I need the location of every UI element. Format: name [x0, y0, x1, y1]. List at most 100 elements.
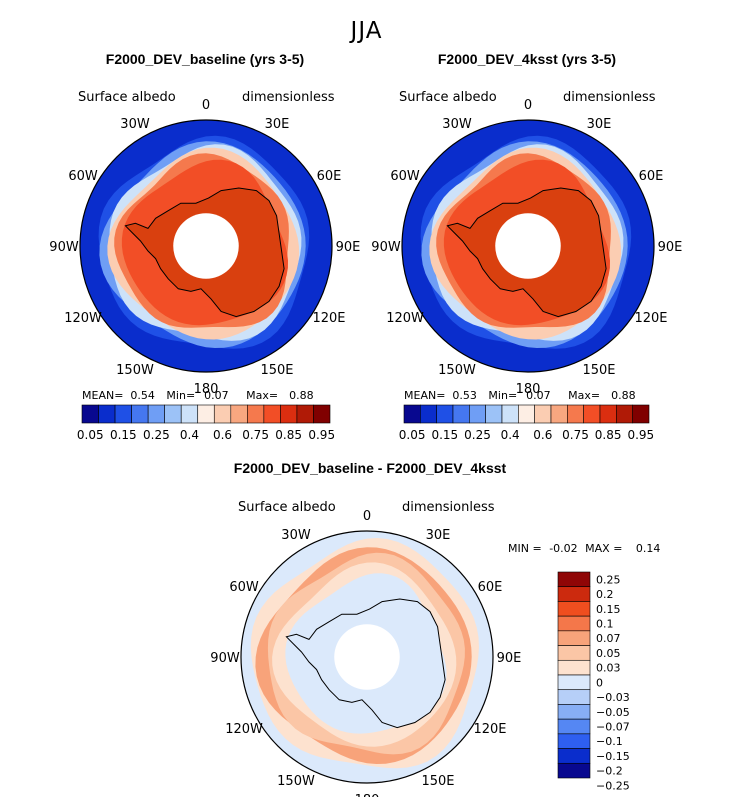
- panel2-colorbar-swatch: [469, 404, 486, 424]
- panel1-lon-label: 150W: [116, 363, 154, 378]
- panel3-lon-label: 90W: [210, 651, 240, 666]
- panel2-colorbar-swatch: [501, 404, 519, 424]
- panel2-lon-label: 30E: [587, 117, 612, 132]
- panel2-title: F2000_DEV_4ksst (yrs 3-5): [437, 51, 617, 67]
- panel1-units-label: dimensionless: [242, 90, 335, 105]
- panel2-mean-label: MEAN=: [404, 389, 446, 402]
- panel3-colorbar-tick-label: −0.15: [596, 750, 630, 763]
- panel3-variable-label: Surface albedo: [238, 500, 336, 515]
- panel1-mean-label: MEAN=: [82, 389, 124, 402]
- panel2-variable-label: Surface albedo: [399, 90, 497, 105]
- panel3-colorbar-swatch: [557, 748, 591, 764]
- panel1-lon-label: 90W: [49, 240, 79, 255]
- panel1-colorbar-swatch: [247, 404, 265, 424]
- panel3-min-label: MIN =: [508, 542, 542, 555]
- panel3-colorbar-tick-label: 0.07: [596, 632, 621, 645]
- panel2-lon-label: 90W: [371, 240, 401, 255]
- panel3-lon-label: 90E: [497, 651, 522, 666]
- panel2-pole-hole: [495, 213, 561, 279]
- panel3-min-value: -0.02: [549, 542, 578, 555]
- panel3-title: F2000_DEV_baseline - F2000_DEV_4ksst: [233, 460, 507, 476]
- panel1-stats: MEAN= 0.54 Min= 0.07 Max= 0.88: [82, 389, 314, 402]
- panel3-colorbar-swatch: [557, 630, 591, 646]
- panel3-colorbar-tick-label: −0.05: [596, 706, 630, 719]
- panel1-lon-label: 150E: [260, 363, 293, 378]
- panel3-colorbar-tick-label: 0.1: [596, 618, 614, 631]
- panel2-lon-label: 60E: [639, 169, 664, 184]
- figure-suptitle: JJA: [350, 18, 383, 44]
- panel1-field: [80, 120, 332, 372]
- panel3-colorbar-swatch: [557, 601, 591, 617]
- panel1-lon-label: 60W: [68, 169, 98, 184]
- panel2-colorbar-swatch: [403, 404, 421, 424]
- panel1-colorbar-tick-label: 0.75: [242, 428, 269, 442]
- panel3-colorbar-tick-label: 0: [596, 676, 603, 689]
- panel3-lon-label: 30W: [281, 528, 311, 543]
- panel1-lon-label: 90E: [336, 240, 361, 255]
- panel2-mean-value: 0.53: [452, 389, 477, 402]
- panel3-colorbar-swatch: [557, 674, 591, 691]
- panel1-min-label: Min=: [166, 389, 196, 402]
- panel2-max-value: 0.88: [611, 389, 636, 402]
- panel1-colorbar-swatch: [147, 404, 165, 424]
- panel3-colorbar-swatch: [557, 645, 591, 661]
- panel2-lon-label: 0: [524, 98, 532, 113]
- panel2-colorbar-swatch: [420, 404, 437, 424]
- panel3-colorbar-tick-label: 0.05: [596, 647, 621, 660]
- panel3-lon-label: 60W: [229, 580, 259, 595]
- panel1-frame: [79, 119, 333, 373]
- panel1-lon-label: 180: [194, 382, 219, 397]
- panel1-colorbar-tick-label: 0.6: [213, 428, 232, 442]
- panel1-lon-label: 120W: [64, 311, 102, 326]
- panel1-colorbar-tick-label: 0.95: [308, 428, 335, 442]
- panel2-colorbar-swatch: [632, 404, 650, 424]
- panel3-lon-label: 120W: [225, 722, 263, 737]
- panel1-colorbar-swatch: [114, 404, 132, 424]
- panel1-lon-label: 60E: [317, 169, 342, 184]
- panel3-colorbar-tick-label: 0.15: [596, 603, 621, 616]
- panel1-title: F2000_DEV_baseline (yrs 3-5): [105, 51, 305, 67]
- panel2-colorbar-tick-label: 0.95: [627, 428, 654, 442]
- panel2-colorbar-tick-label: 0.25: [464, 428, 491, 442]
- panel3-lon-label: 150W: [277, 774, 315, 789]
- panel1-colorbar-tick-label: 0.85: [275, 428, 302, 442]
- panel1-colorbar-swatch: [296, 404, 314, 424]
- panel2-colorbar-tick-label: 0.75: [562, 428, 589, 442]
- panel1-colorbar-tick-label: 0.05: [77, 428, 104, 442]
- panel3-max-label: MAX =: [585, 542, 623, 555]
- panel1-colorbar-tick-label: 0.4: [180, 428, 199, 442]
- panel2-lon-label: 60W: [390, 169, 420, 184]
- panel2-colorbar-swatch: [518, 404, 535, 424]
- panel3-units-label: dimensionless: [402, 500, 495, 515]
- panel3-colorbar-tick-label: 0.25: [596, 573, 621, 586]
- panel1-max-label: Max=: [246, 389, 279, 402]
- panel1-colorbar-swatch: [280, 404, 298, 424]
- panel2-colorbar-swatch: [567, 404, 584, 424]
- panel2-max-label: Max=: [568, 389, 601, 402]
- panel2-colorbar-tick-label: 0.4: [501, 428, 520, 442]
- panel3-colorbar-swatch: [557, 571, 591, 588]
- panel3-colorbar-swatch: [557, 615, 591, 632]
- panel1-lon-label: 120E: [312, 311, 345, 326]
- panel2-colorbar-swatch: [452, 404, 470, 424]
- panel2-lon-label: 120W: [386, 311, 424, 326]
- panel3-pole-hole: [334, 624, 400, 690]
- panel3-colorbar-tick-label: −0.03: [596, 691, 630, 704]
- panel1-colorbar-swatch: [197, 404, 215, 424]
- panel2-colorbar-tick-label: 0.15: [431, 428, 458, 442]
- panel3-stats: MIN = -0.02 MAX = 0.14: [508, 542, 660, 555]
- panel2-frame: [401, 119, 655, 373]
- panel3-colorbar-tick-label: −0.07: [596, 721, 630, 734]
- panel1-colorbar-swatch: [131, 404, 149, 424]
- panel2-colorbar-swatch: [616, 404, 633, 424]
- panel2-stats: MEAN= 0.53 Min= 0.07 Max= 0.88: [404, 389, 636, 402]
- panel3-max-value: 0.14: [635, 542, 661, 555]
- panel2-field: [402, 120, 654, 372]
- panel3-lon-label: 150E: [421, 774, 454, 789]
- panel1-colorbar-tick-label: 0.15: [110, 428, 137, 442]
- panel2-colorbar-tick-label: 0.6: [533, 428, 552, 442]
- panel2-colorbar-swatch: [550, 404, 568, 424]
- panel3-colorbar-tick-label: −0.25: [596, 779, 630, 792]
- panel3-colorbar-tick-label: −0.2: [596, 765, 623, 778]
